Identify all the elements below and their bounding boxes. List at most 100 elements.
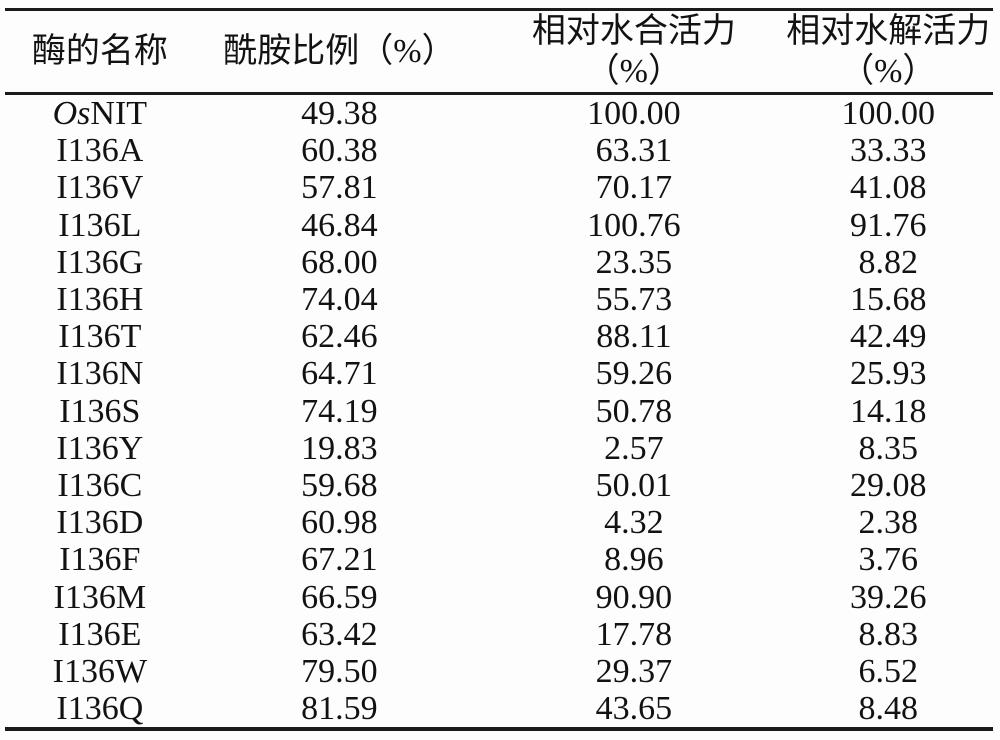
enzyme-name-cell: I136G (56, 243, 144, 281)
enzyme-name-cell: I136F (59, 541, 141, 579)
hydration-activity-cell: 100.76 (587, 206, 681, 244)
amide-ratio-cell: 74.19 (301, 392, 378, 430)
hydrolysis-activity-cell: 8.48 (858, 690, 919, 728)
enzyme-name-cell: I136T (58, 318, 142, 356)
enzyme-name-italic-part: Os (52, 95, 91, 133)
header-enzyme-name-label: 酶的名称 (31, 32, 168, 70)
hydrolysis-activity-cell: 41.08 (850, 169, 927, 207)
header-hydrolysis-line1: 相对水解活力 (786, 12, 991, 50)
header-hydration-line2: （%） (585, 52, 682, 90)
hydrolysis-activity-cell: 8.83 (858, 615, 919, 653)
header-row: 酶的名称 酰胺比例（%） 相对水合活力 （%） 相对水解活力 （%） (5, 10, 993, 94)
table-row: I136L 46.84 100.76 91.76 (5, 207, 993, 244)
enzyme-name-cell: I136Y (56, 429, 144, 467)
header-hydration-line1: 相对水合活力 (531, 12, 736, 50)
enzyme-name-cell: I136H (56, 281, 144, 319)
table-body: OsNIT 49.38 100.00 100.00 I136A 60.38 63.31 33.… (5, 94, 993, 730)
table-row: I136A 60.38 63.31 33.33 (5, 132, 993, 169)
hydrolysis-activity-cell: 29.08 (850, 466, 927, 504)
hydration-activity-cell: 17.78 (595, 615, 673, 653)
table-row: I136Q 81.59 43.65 8.48 (5, 690, 993, 729)
amide-ratio-cell: 67.21 (301, 541, 378, 579)
table-row: I136F 67.21 8.96 3.76 (5, 541, 993, 578)
hydration-activity-cell: 50.01 (595, 466, 673, 504)
hydration-activity-cell: 29.37 (595, 652, 673, 690)
amide-ratio-cell: 66.59 (301, 578, 378, 616)
hydrolysis-activity-cell: 25.93 (850, 355, 927, 393)
table-row: I136M 66.59 90.90 39.26 (5, 578, 993, 616)
amide-ratio-cell: 79.50 (301, 652, 378, 690)
enzyme-name-cell: OsNIT (52, 95, 148, 133)
enzyme-name-cell: I136M (53, 578, 147, 616)
hydration-activity-cell: 2.57 (604, 429, 664, 467)
amide-ratio-cell: 64.71 (301, 355, 378, 393)
header-hydrolysis-line2: （%） (840, 52, 937, 90)
table-row: OsNIT 49.38 100.00 100.00 (5, 94, 993, 133)
hydrolysis-activity-cell: 15.68 (850, 281, 927, 319)
enzyme-name-cell: I136N (56, 355, 144, 393)
amide-ratio-cell: 81.59 (301, 690, 378, 728)
table-row: I136T 62.46 88.11 42.49 (5, 318, 993, 355)
hydrolysis-activity-cell: 14.18 (850, 392, 927, 430)
table-row: I136N 64.71 59.26 25.93 (5, 355, 993, 392)
hydration-activity-cell: 23.35 (595, 243, 673, 281)
hydration-activity-cell: 43.65 (595, 690, 673, 728)
hydrolysis-activity-cell: 42.49 (850, 318, 927, 356)
hydration-activity-cell: 59.26 (595, 355, 673, 393)
hydrolysis-activity-cell: 6.52 (858, 652, 919, 690)
hydration-activity-cell: 90.90 (595, 578, 673, 616)
table-row: I136H 74.04 55.73 15.68 (5, 281, 993, 318)
table-header: 酶的名称 酰胺比例（%） 相对水合活力 （%） 相对水解活力 （%） (5, 10, 993, 94)
amide-ratio-cell: 62.46 (301, 318, 378, 356)
table-row: I136S 74.19 50.78 14.18 (5, 393, 993, 430)
table-row: I136D 60.98 4.32 2.38 (5, 504, 993, 541)
hydration-activity-cell: 8.96 (604, 541, 664, 579)
amide-ratio-cell: 68.00 (301, 243, 378, 281)
amide-ratio-cell: 49.38 (301, 95, 378, 133)
table-row: I136V 57.81 70.17 41.08 (5, 169, 993, 206)
amide-ratio-cell: 63.42 (301, 615, 378, 653)
hydrolysis-activity-cell: 2.38 (858, 504, 919, 542)
header-amide-ratio-label: 酰胺比例（%） (223, 32, 456, 70)
hydration-activity-cell: 70.17 (595, 169, 673, 207)
table-row: I136C 59.68 50.01 29.08 (5, 467, 993, 504)
amide-ratio-cell: 60.38 (301, 132, 378, 170)
enzyme-activity-table: 酶的名称 酰胺比例（%） 相对水合活力 （%） 相对水解活力 （%） (5, 8, 993, 732)
hydration-activity-cell: 50.78 (595, 392, 673, 430)
table-row: I136G 68.00 23.35 8.82 (5, 244, 993, 281)
hydrolysis-activity-cell: 39.26 (850, 578, 927, 616)
header-amide-ratio: 酰胺比例（%） (195, 10, 484, 94)
amide-ratio-cell: 19.83 (301, 429, 378, 467)
table-row: I136W 79.50 29.37 6.52 (5, 653, 993, 690)
table-row: I136Y 19.83 2.57 8.35 (5, 430, 993, 467)
hydrolysis-activity-cell: 33.33 (850, 132, 927, 170)
hydration-activity-cell: 63.31 (595, 132, 673, 170)
enzyme-name-cell: I136Q (56, 690, 144, 728)
amide-ratio-cell: 59.68 (301, 466, 378, 504)
amide-ratio-cell: 46.84 (301, 206, 378, 244)
hydrolysis-activity-cell: 8.35 (858, 429, 919, 467)
hydration-activity-cell: 4.32 (604, 504, 664, 542)
header-relative-hydration-activity: 相对水合活力 （%） (484, 10, 783, 94)
enzyme-name-cell: I136L (58, 206, 142, 244)
hydration-activity-cell: 88.11 (596, 318, 672, 356)
hydration-activity-cell: 55.73 (595, 281, 673, 319)
amide-ratio-cell: 60.98 (301, 504, 378, 542)
amide-ratio-cell: 57.81 (301, 169, 378, 207)
enzyme-name-cell: I136S (59, 392, 141, 430)
header-relative-hydrolysis-activity: 相对水解活力 （%） (784, 10, 993, 94)
enzyme-name-cell: I136E (58, 615, 142, 653)
enzyme-name-cell: I136C (57, 466, 143, 504)
hydration-activity-cell: 100.00 (587, 95, 681, 133)
hydrolysis-activity-cell: 3.76 (858, 541, 919, 579)
hydrolysis-activity-cell: 91.76 (850, 206, 927, 244)
enzyme-name-cell: I136D (56, 504, 144, 542)
hydrolysis-activity-cell: 8.82 (858, 243, 919, 281)
header-enzyme-name: 酶的名称 (5, 10, 195, 94)
table-row: I136E 63.42 17.78 8.83 (5, 616, 993, 653)
enzyme-name-cell: I136V (56, 169, 144, 207)
enzyme-name-cell: I136W (52, 652, 148, 690)
amide-ratio-cell: 74.04 (301, 281, 378, 319)
hydrolysis-activity-cell: 100.00 (841, 95, 936, 133)
